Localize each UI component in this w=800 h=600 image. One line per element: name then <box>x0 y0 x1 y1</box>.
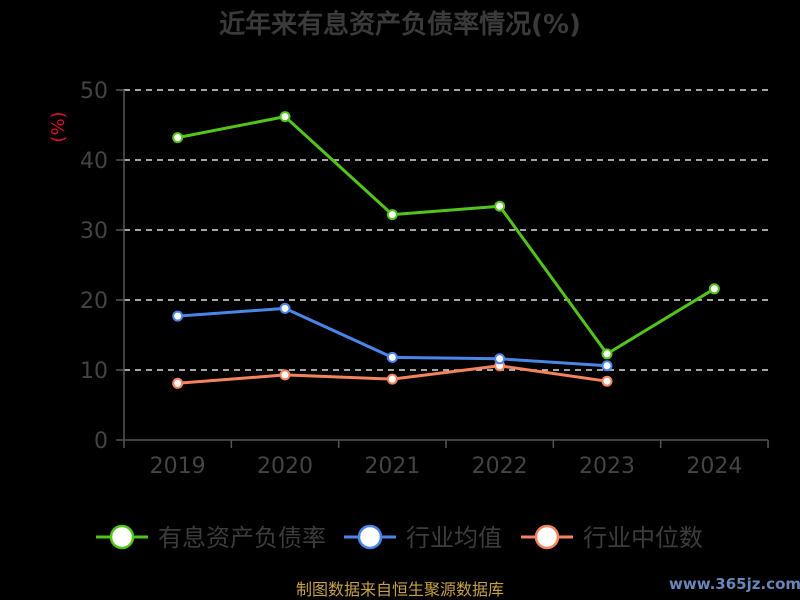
legend-label: 行业均值 <box>406 524 502 552</box>
source-note: 制图数据来自恒生聚源数据库 <box>296 580 504 599</box>
data-point[interactable] <box>172 377 184 389</box>
data-point[interactable] <box>172 310 184 322</box>
series-layer <box>172 111 720 389</box>
axes: 0 10 20 30 40 50 2019 2020 2021 2022 2023 2024 <box>80 79 769 479</box>
y-tick-label: 50 <box>80 79 108 104</box>
x-tick-label: 2020 <box>257 454 313 479</box>
series-行业均值 <box>172 302 613 372</box>
data-point[interactable] <box>279 302 291 314</box>
x-tick-label: 2019 <box>150 454 206 479</box>
y-tick-label: 20 <box>80 289 108 314</box>
legend-item[interactable]: 行业中位数 <box>521 524 703 552</box>
y-tick-label: 30 <box>80 219 108 244</box>
legend-marker <box>357 524 383 550</box>
x-tick-label: 2022 <box>472 454 528 479</box>
x-tick-label: 2023 <box>579 454 635 479</box>
y-tick-label: 40 <box>80 149 108 174</box>
legend-item[interactable]: 有息资产负债率 <box>96 524 326 552</box>
y-tick-label: 10 <box>80 359 108 384</box>
data-point[interactable] <box>279 369 291 381</box>
data-point[interactable] <box>708 283 720 295</box>
legend-marker <box>534 524 560 550</box>
data-point[interactable] <box>494 353 506 365</box>
legend-label: 有息资产负债率 <box>158 524 326 552</box>
y-tick-label: 0 <box>94 429 108 454</box>
data-point[interactable] <box>601 348 613 360</box>
data-point[interactable] <box>172 132 184 144</box>
chart-title: 近年来有息资产负债率情况(%) <box>219 9 581 40</box>
legend-label: 行业中位数 <box>583 524 703 552</box>
legend[interactable]: 有息资产负债率 行业均值 行业中位数 <box>96 524 703 552</box>
x-tick-label: 2021 <box>364 454 420 479</box>
data-point[interactable] <box>601 375 613 387</box>
data-point[interactable] <box>601 360 613 372</box>
data-point[interactable] <box>386 351 398 363</box>
data-point[interactable] <box>386 209 398 221</box>
legend-item[interactable]: 行业均值 <box>344 524 502 552</box>
series-有息资产负债率 <box>172 111 720 360</box>
grid-lines <box>124 89 768 371</box>
data-point[interactable] <box>279 111 291 123</box>
y-axis-label: (%) <box>48 111 69 142</box>
watermark: www.365jz.com <box>669 575 800 593</box>
series-line <box>177 115 716 356</box>
series-行业中位数 <box>172 360 613 389</box>
data-point[interactable] <box>494 200 506 212</box>
data-point[interactable] <box>386 373 398 385</box>
x-tick-label: 2024 <box>686 454 742 479</box>
legend-marker <box>109 524 135 550</box>
